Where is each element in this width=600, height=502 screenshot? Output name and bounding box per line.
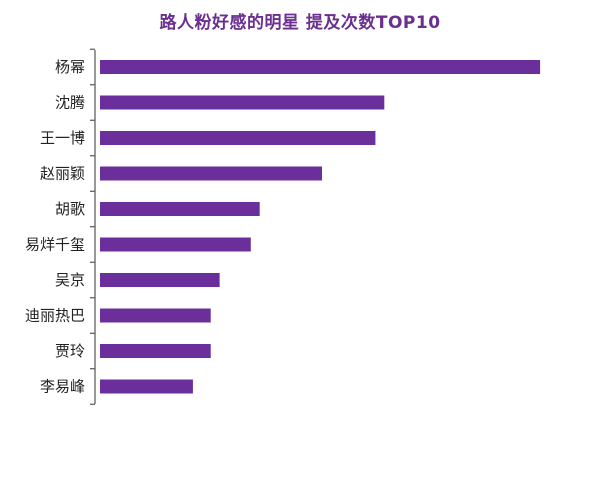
bar-7 (100, 273, 220, 287)
bar-5 (100, 202, 260, 216)
bar-8 (100, 308, 211, 323)
category-label-3: 王一博 (40, 129, 85, 147)
bar-10 (100, 379, 193, 394)
bar-9 (100, 344, 211, 358)
category-label-7: 吴京 (55, 271, 85, 289)
category-label-1: 杨幂 (55, 58, 85, 76)
category-label-2: 沈腾 (55, 94, 85, 112)
bar-6 (100, 237, 251, 252)
category-label-6: 易烊千玺 (25, 236, 85, 254)
category-label-5: 胡歌 (55, 200, 85, 218)
chart-title: 路人粉好感的明星 提及次数TOP10 (159, 13, 441, 33)
bar-2 (100, 95, 385, 110)
bar-1 (100, 60, 541, 74)
category-label-4: 赵丽颖 (40, 165, 85, 183)
category-label-10: 李易峰 (40, 378, 85, 396)
bar-3 (100, 131, 376, 145)
category-label-8: 迪丽热巴 (25, 307, 85, 325)
bar-4 (100, 166, 322, 181)
category-label-9: 贾玲 (55, 342, 85, 360)
